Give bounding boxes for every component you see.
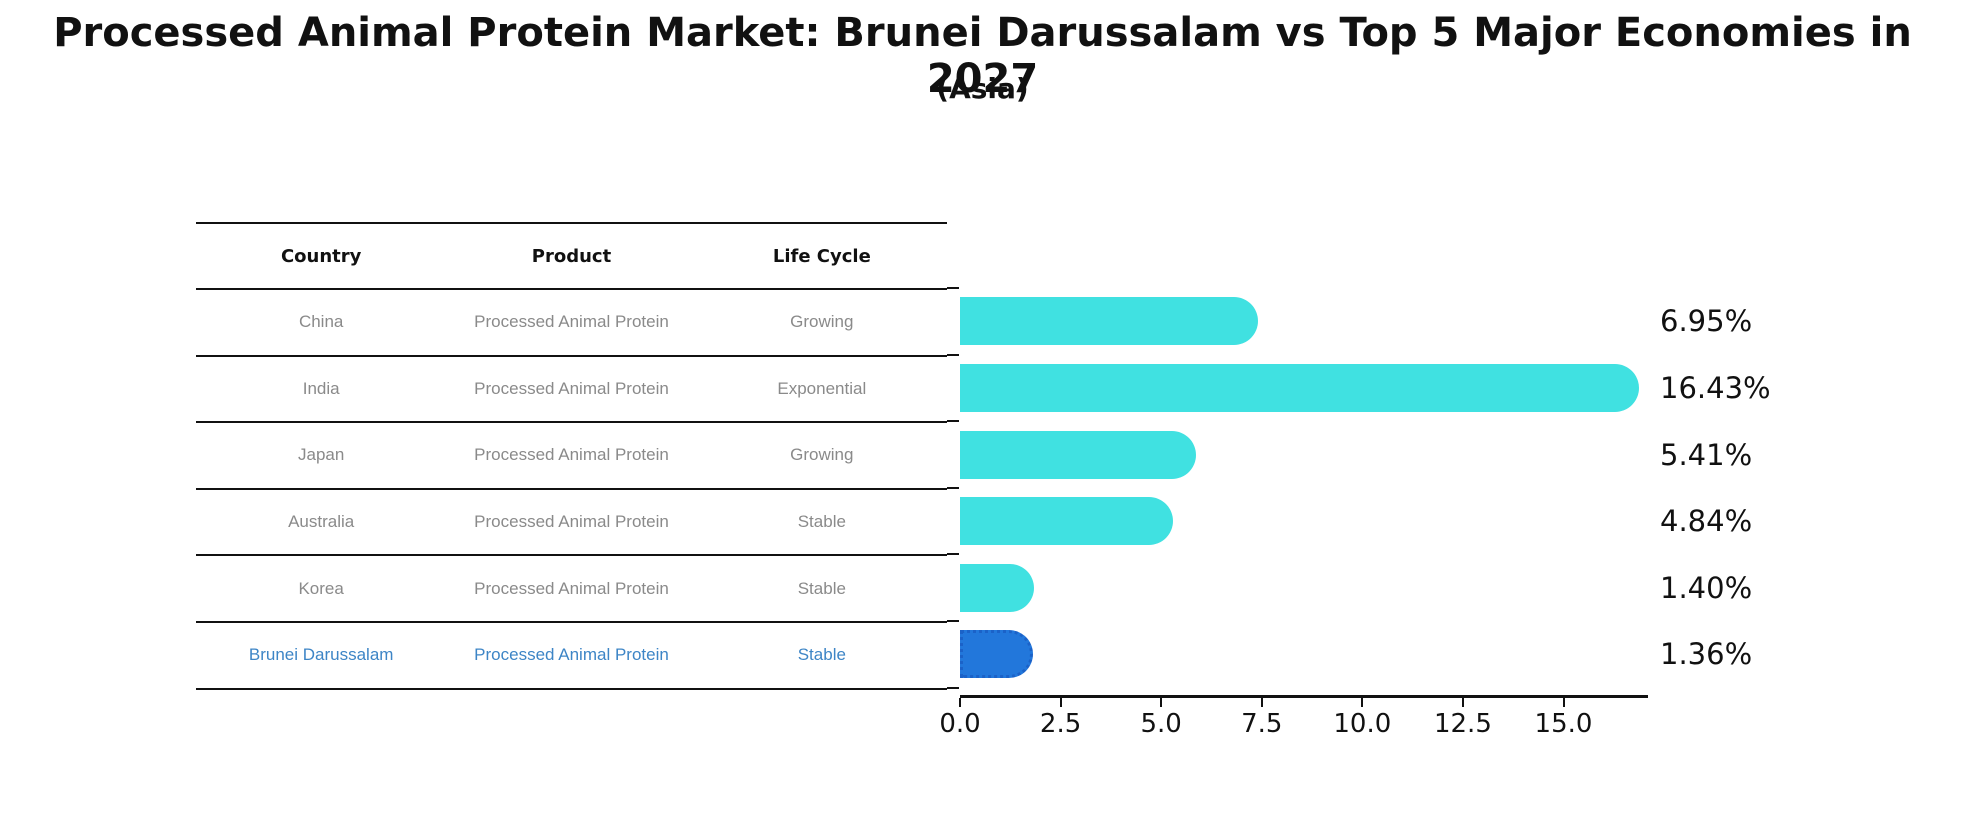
x-axis-tick xyxy=(1260,698,1263,707)
x-axis-tick xyxy=(1361,698,1364,707)
y-axis-tick xyxy=(947,486,959,489)
chart-title: Processed Animal Protein Market: Brunei … xyxy=(53,10,1912,102)
cell-country: Australia xyxy=(288,512,355,532)
x-axis-tick xyxy=(1059,698,1062,707)
cell-product: Processed Animal Protein xyxy=(474,645,669,665)
table-row-border xyxy=(196,687,947,690)
table-row-japan: Japan Processed Animal Protein Growing xyxy=(196,423,947,488)
bar-japan xyxy=(960,430,1196,479)
table-top-border xyxy=(196,222,947,224)
value-label-china: 6.95% xyxy=(1660,304,1753,339)
chart-subtitle: (Asia) xyxy=(936,72,1029,105)
x-axis-tick-label: 10.0 xyxy=(1333,709,1392,739)
table-row-china: China Processed Animal Protein Growing xyxy=(196,290,947,355)
cell-country: India xyxy=(302,378,340,398)
table-header-border xyxy=(196,288,947,290)
value-label-brunei-darussalam: 1.36% xyxy=(1660,637,1753,672)
value-label-india: 16.43% xyxy=(1660,370,1771,405)
x-axis-tick-label: 7.5 xyxy=(1241,709,1283,739)
table-row-korea: Korea Processed Animal Protein Stable xyxy=(196,556,947,621)
cell-life-cycle: Growing xyxy=(790,445,854,465)
cell-product: Processed Animal Protein xyxy=(474,578,669,598)
cell-country: Japan xyxy=(298,445,345,465)
x-axis-tick xyxy=(1562,698,1565,707)
table-row-border xyxy=(196,354,947,357)
table-row-border xyxy=(196,487,947,490)
column-header-product: Product xyxy=(531,245,612,267)
value-label-australia: 4.84% xyxy=(1660,504,1753,539)
x-axis-line xyxy=(960,695,1648,698)
y-axis-tick xyxy=(947,287,959,289)
table-row-border xyxy=(196,421,947,424)
cell-life-cycle: Stable xyxy=(797,512,846,532)
x-axis-tick xyxy=(959,698,961,707)
cell-country: China xyxy=(298,312,344,332)
x-axis-tick-label: 15.0 xyxy=(1534,709,1593,739)
column-header-life-cycle: Life Cycle xyxy=(772,245,871,267)
cell-life-cycle: Stable xyxy=(797,578,846,598)
cell-product: Processed Animal Protein xyxy=(474,512,669,532)
value-label-korea: 1.40% xyxy=(1660,570,1753,605)
column-header-country: Country xyxy=(280,245,362,267)
y-axis-tick xyxy=(947,353,959,356)
y-axis-tick xyxy=(947,686,959,689)
cell-country: Korea xyxy=(298,578,344,598)
cell-life-cycle: Stable xyxy=(797,645,846,665)
bar-australia xyxy=(960,497,1173,546)
table-row-india: India Processed Animal Protein Exponential xyxy=(196,357,947,422)
cell-life-cycle: Exponential xyxy=(777,378,867,398)
bar-india xyxy=(960,363,1640,412)
bar-china xyxy=(960,297,1258,346)
x-axis-tick-label: 0.0 xyxy=(939,709,981,739)
cell-product: Processed Animal Protein xyxy=(474,378,669,398)
cell-life-cycle: Growing xyxy=(790,312,854,332)
table-row-border xyxy=(196,554,947,557)
table-row-australia: Australia Processed Animal Protein Stable xyxy=(196,490,947,555)
x-axis-tick xyxy=(1461,698,1464,707)
x-axis-tick-label: 2.5 xyxy=(1039,709,1082,739)
x-axis-tick-label: 12.5 xyxy=(1433,709,1492,739)
cell-country: Brunei Darussalam xyxy=(248,645,394,665)
country-table: Country Product Life Cycle China Processe… xyxy=(196,222,947,690)
x-axis-tick-label: 5.0 xyxy=(1140,709,1182,739)
x-axis-tick xyxy=(1160,698,1163,707)
table-header-row: Country Product Life Cycle xyxy=(196,224,947,288)
table-row-brunei-darussalam: Brunei Darussalam Processed Animal Protei… xyxy=(196,623,947,688)
cell-product: Processed Animal Protein xyxy=(474,312,669,332)
value-label-japan: 5.41% xyxy=(1660,437,1753,472)
cell-product: Processed Animal Protein xyxy=(474,445,669,465)
bar-brunei-darussalam xyxy=(960,630,1033,679)
bar-korea xyxy=(960,563,1035,612)
y-axis-tick xyxy=(947,420,959,423)
table-row-border xyxy=(196,621,947,623)
y-axis-tick xyxy=(947,620,959,622)
y-axis-tick xyxy=(947,553,959,556)
